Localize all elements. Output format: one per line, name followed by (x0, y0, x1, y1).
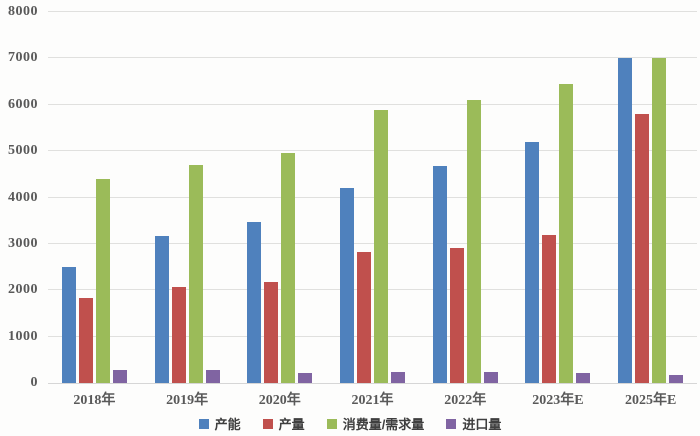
legend-label: 产量 (278, 417, 305, 432)
x-axis-tick-label: 2023年E (532, 393, 584, 408)
bar-group (604, 12, 697, 383)
y-axis-tick-label: 7000 (8, 50, 38, 66)
bar (112, 370, 127, 383)
bar (576, 372, 591, 383)
bar (449, 248, 464, 383)
x-axis-tick-label: 2019年 (166, 393, 209, 408)
bar (339, 188, 354, 383)
bar (466, 99, 481, 383)
bar (356, 251, 371, 383)
bar (247, 222, 262, 383)
bar (669, 374, 684, 383)
bar (61, 267, 76, 383)
bar-group (48, 12, 141, 383)
y-axis-tick-label: 4000 (8, 189, 38, 205)
bar (281, 153, 296, 383)
legend-item: 产能 (198, 414, 241, 433)
bar-group (326, 12, 419, 383)
gridline (48, 335, 697, 337)
legend-swatch-icon (198, 418, 209, 429)
bar (264, 282, 279, 383)
x-axis-tick-label: 2018年 (73, 393, 116, 408)
gridline (48, 11, 697, 12)
x-axis-tick-label: 2020年 (258, 393, 301, 408)
x-axis-tick-label: 2025年E (624, 393, 677, 408)
gridline (48, 242, 697, 244)
bar (78, 297, 93, 383)
y-axis-tick-label: 2000 (8, 282, 38, 298)
y-axis-tick-label: 5000 (8, 143, 38, 159)
legend-swatch-icon (262, 418, 273, 429)
bar (373, 109, 388, 383)
y-axis-tick-label: 8000 (8, 4, 38, 19)
bar (390, 371, 405, 383)
bar (188, 165, 203, 383)
y-axis-tick-label: 6000 (8, 96, 38, 112)
legend-item: 产量 (262, 414, 305, 433)
x-axis-tick-label: 2021年 (351, 393, 394, 408)
bar (652, 58, 667, 383)
legend-label: 消费量/需求量 (342, 417, 425, 432)
bar (95, 178, 110, 383)
bar (618, 58, 633, 383)
y-axis: 0 1000 2000 3000 4000 5000 6000 7000 8000 (0, 4, 44, 390)
x-axis: 2018年 2019年 2020年 2021年 2022年 2023年E 2025年E (48, 389, 697, 411)
bar (635, 114, 650, 383)
bar (154, 235, 169, 383)
plot-area (48, 11, 697, 384)
legend-item: 进口量 (446, 414, 501, 433)
legend-label: 产能 (214, 417, 241, 432)
gridline (48, 150, 697, 152)
bar (205, 370, 220, 383)
legend-label: 进口量 (462, 417, 502, 432)
gridline (48, 289, 697, 291)
y-axis-tick-label: 3000 (8, 235, 38, 251)
gridline (48, 57, 697, 59)
bar (483, 372, 498, 383)
bar (542, 234, 557, 383)
bar-group (419, 12, 512, 383)
bar (298, 372, 313, 383)
bar-group (141, 12, 234, 383)
bar (432, 166, 447, 383)
bar-group (233, 12, 326, 383)
bar-group (512, 12, 605, 383)
bar (171, 287, 186, 383)
bar (525, 141, 540, 383)
gridline (48, 196, 697, 198)
legend: 产能 产量 消费量/需求量 进口量 (0, 414, 700, 433)
y-axis-tick-label: 0 (30, 375, 38, 390)
legend-swatch-icon (326, 418, 337, 429)
gridline (48, 103, 697, 105)
legend-item: 消费量/需求量 (326, 414, 425, 433)
bar (559, 83, 574, 383)
x-axis-tick-label: 2022年 (444, 393, 487, 408)
legend-swatch-icon (446, 418, 457, 429)
y-axis-tick-label: 1000 (8, 328, 38, 344)
